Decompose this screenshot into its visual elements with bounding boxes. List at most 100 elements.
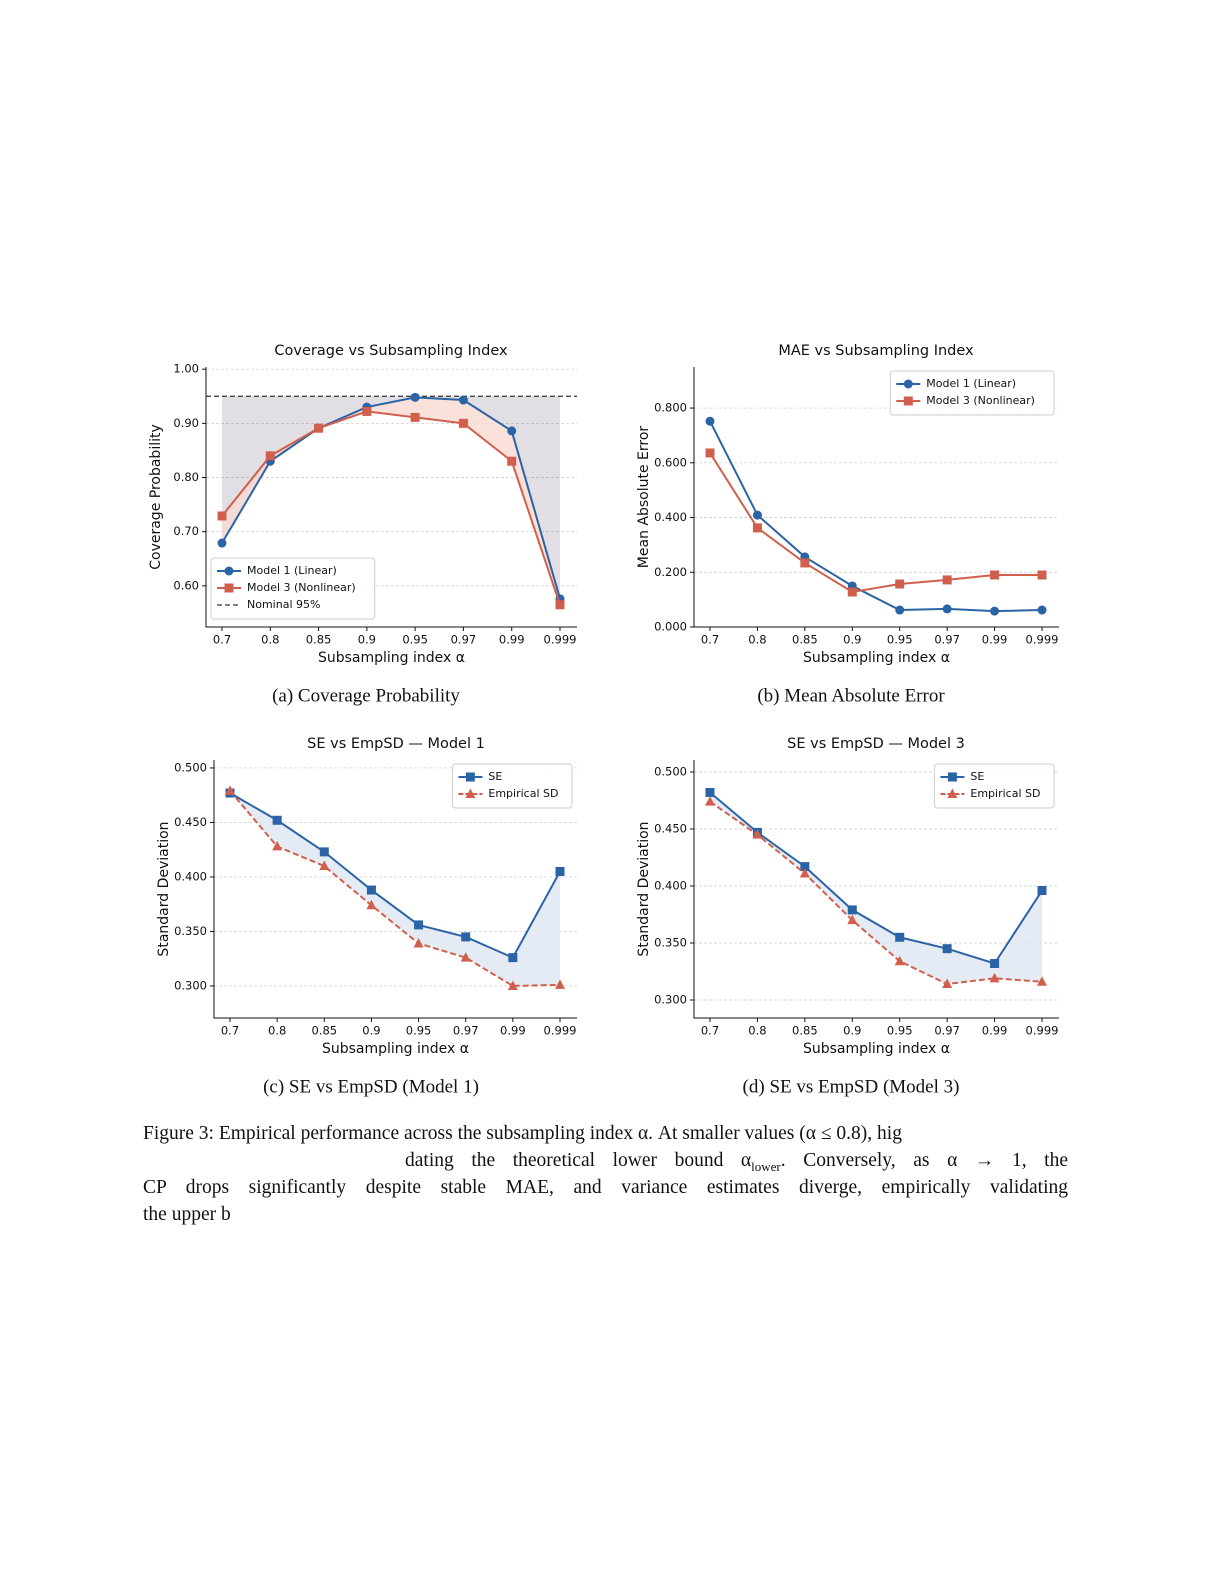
x-axis-label: Subsampling index α bbox=[322, 1041, 469, 1057]
x-axis-label: Subsampling index α bbox=[318, 650, 465, 666]
x-tick-label: 0.85 bbox=[306, 633, 332, 647]
axis bbox=[693, 760, 1059, 1019]
marker bbox=[225, 785, 235, 795]
x-tick-label: 0.97 bbox=[451, 633, 477, 647]
x-tick-label: 0.8 bbox=[748, 1024, 766, 1038]
x-tick-label: 0.9 bbox=[358, 633, 376, 647]
subcaption: (a) Coverage Probability bbox=[272, 685, 460, 706]
x-tick-label: 0.95 bbox=[402, 633, 428, 647]
y-axis-label: Standard Deviation bbox=[156, 821, 172, 956]
marker bbox=[272, 840, 283, 851]
chart-title: SE vs EmpSD — Model 1 bbox=[307, 736, 485, 752]
chart-title: SE vs EmpSD — Model 3 bbox=[787, 736, 965, 752]
caption-text: dating the theoretical lower bound α bbox=[405, 1150, 752, 1171]
x-tick-label: 0.97 bbox=[934, 633, 960, 647]
marker bbox=[752, 523, 762, 533]
series-line bbox=[229, 790, 561, 987]
shaded-area bbox=[230, 790, 560, 986]
x-tick-label: 0.95 bbox=[887, 633, 913, 647]
x-tick-label: 0.999 bbox=[1026, 633, 1059, 647]
axis bbox=[693, 367, 1059, 628]
marker bbox=[1037, 570, 1047, 580]
marker bbox=[895, 932, 905, 942]
marker bbox=[414, 920, 424, 930]
marker bbox=[272, 815, 282, 825]
x-tick-label: 0.85 bbox=[792, 1024, 818, 1038]
legend-box bbox=[889, 370, 1055, 416]
axis bbox=[205, 367, 577, 628]
marker bbox=[1037, 605, 1047, 615]
series-line bbox=[709, 791, 1043, 965]
marker bbox=[507, 456, 517, 466]
marker bbox=[366, 885, 376, 895]
series-line bbox=[221, 396, 561, 600]
y-tick-label: 0.600 bbox=[654, 455, 687, 469]
legend-label: SE bbox=[488, 770, 502, 783]
caption-text: . Conversely, as α → 1, the bbox=[780, 1150, 1068, 1171]
marker bbox=[507, 980, 518, 990]
x-tick-label: 0.8 bbox=[268, 1024, 286, 1038]
x-tick-label: 0.8 bbox=[748, 633, 766, 647]
y-tick-label: 0.80 bbox=[173, 470, 199, 484]
x-tick-label: 0.95 bbox=[406, 1024, 432, 1038]
marker bbox=[800, 862, 810, 872]
marker bbox=[942, 978, 953, 989]
marker bbox=[752, 510, 762, 520]
x-tick-label: 0.85 bbox=[311, 1024, 337, 1038]
chart: SE vs EmpSD — Model 1 0.300 0.350 0.400 0.45… bbox=[156, 736, 577, 1097]
marker bbox=[990, 959, 1000, 969]
marker bbox=[1037, 886, 1047, 896]
marker bbox=[942, 944, 952, 954]
marker bbox=[461, 932, 471, 942]
y-tick-label: 0.000 bbox=[654, 620, 687, 634]
marker bbox=[799, 867, 810, 878]
marker bbox=[319, 847, 329, 857]
marker bbox=[362, 406, 372, 416]
marker bbox=[800, 558, 810, 568]
series-line bbox=[229, 792, 561, 959]
marker bbox=[847, 914, 858, 925]
y-tick-label: 0.500 bbox=[654, 764, 687, 778]
marker bbox=[895, 579, 905, 589]
legend-marker bbox=[465, 788, 476, 798]
marker bbox=[265, 451, 275, 461]
chart-title: MAE vs Subsampling Index bbox=[778, 343, 974, 359]
subcaption: (c) SE vs EmpSD (Model 1) bbox=[263, 1076, 479, 1097]
x-tick-label: 0.999 bbox=[1026, 1024, 1059, 1038]
y-tick-label: 0.350 bbox=[654, 935, 687, 949]
marker bbox=[705, 796, 715, 806]
marker bbox=[410, 392, 420, 402]
marker bbox=[319, 860, 330, 871]
marker bbox=[847, 587, 857, 597]
legend-box bbox=[451, 763, 573, 809]
y-tick-label: 0.400 bbox=[654, 510, 687, 524]
series-line bbox=[709, 420, 1043, 613]
marker bbox=[555, 600, 565, 610]
x-tick-label: 0.7 bbox=[701, 633, 719, 647]
shaded-area bbox=[710, 792, 1042, 985]
marker bbox=[413, 937, 424, 948]
y-axis-label: Coverage Probability bbox=[148, 424, 164, 570]
x-tick-label: 0.9 bbox=[843, 1024, 861, 1038]
x-tick-label: 0.97 bbox=[934, 1024, 960, 1038]
legend-box bbox=[210, 557, 376, 620]
y-tick-label: 0.400 bbox=[174, 869, 207, 883]
subcaption: (b) Mean Absolute Error bbox=[757, 685, 945, 706]
x-tick-label: 0.95 bbox=[887, 1024, 913, 1038]
legend-box bbox=[933, 763, 1055, 809]
y-tick-label: 0.90 bbox=[173, 416, 199, 430]
caption-subscript: lower bbox=[751, 1158, 781, 1174]
y-tick-label: 0.350 bbox=[174, 924, 207, 938]
marker bbox=[990, 570, 1000, 580]
marker bbox=[705, 448, 715, 458]
marker bbox=[555, 867, 565, 877]
marker bbox=[217, 511, 227, 521]
x-tick-label: 0.85 bbox=[792, 633, 818, 647]
marker bbox=[217, 538, 227, 548]
legend-label: Model 3 (Nonlinear) bbox=[247, 581, 356, 594]
y-axis-label: Standard Deviation bbox=[636, 821, 652, 956]
x-axis-label: Subsampling index α bbox=[803, 1041, 950, 1057]
x-tick-label: 0.97 bbox=[453, 1024, 479, 1038]
x-tick-label: 0.7 bbox=[213, 633, 231, 647]
x-tick-label: 0.7 bbox=[221, 1024, 239, 1038]
